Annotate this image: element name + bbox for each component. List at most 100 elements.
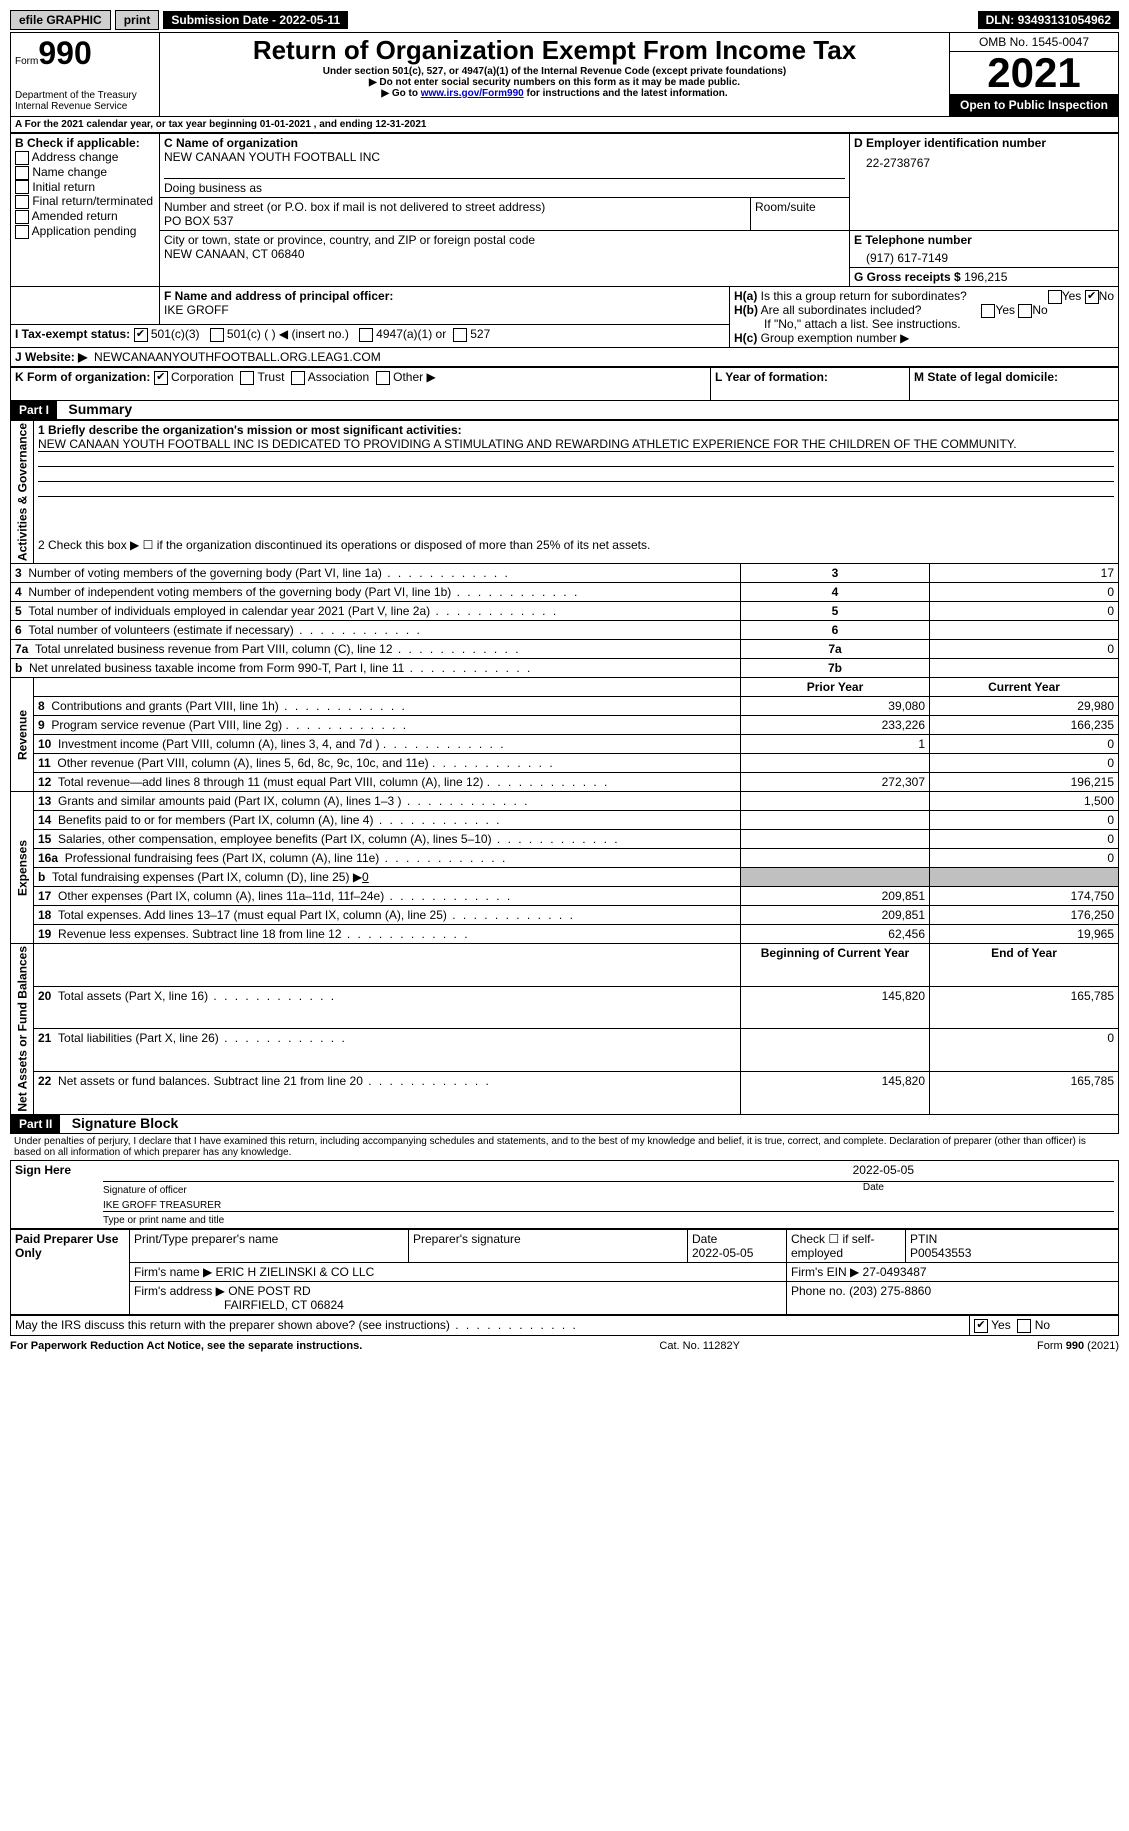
sig-date: 2022-05-05 bbox=[103, 1163, 1114, 1182]
firm-phone: (203) 275-8860 bbox=[849, 1284, 931, 1298]
i-501c-checkbox[interactable] bbox=[210, 328, 224, 342]
form-header: Form990 Department of the Treasury Inter… bbox=[10, 32, 1119, 117]
b-opt-checkbox[interactable] bbox=[15, 166, 29, 180]
q1-label: 1 Briefly describe the organization's mi… bbox=[38, 423, 462, 437]
room-label: Room/suite bbox=[751, 198, 850, 231]
discuss-no-checkbox[interactable] bbox=[1017, 1319, 1031, 1333]
part1-table: Activities & Governance 1 Briefly descri… bbox=[10, 420, 1119, 1115]
b-label: B Check if applicable: bbox=[15, 136, 140, 150]
part2-title: Signature Block bbox=[64, 1115, 179, 1131]
hb-label: H(b) Are all subordinates included? Yes … bbox=[734, 303, 1114, 317]
dln: DLN: 93493131054962 bbox=[978, 11, 1119, 29]
date-label: Date bbox=[863, 1182, 1114, 1193]
org-name: NEW CANAAN YOUTH FOOTBALL INC bbox=[164, 150, 380, 164]
hc-label: H(c) Group exemption number ▶ bbox=[734, 331, 1114, 345]
part2-header: Part II bbox=[11, 1115, 60, 1133]
b-opt-checkbox[interactable] bbox=[15, 210, 29, 224]
irs-link[interactable]: www.irs.gov/Form990 bbox=[421, 88, 524, 99]
prep-name-label: Print/Type preparer's name bbox=[134, 1232, 278, 1246]
hb-yes-checkbox[interactable] bbox=[981, 304, 995, 318]
k-trust-checkbox[interactable] bbox=[240, 371, 254, 385]
i-501c3-checkbox[interactable] bbox=[134, 328, 148, 342]
efile-button[interactable]: efile GRAPHIC bbox=[10, 10, 111, 30]
officer-name: IKE GROFF bbox=[164, 303, 229, 317]
street-address: PO BOX 537 bbox=[164, 214, 233, 228]
type-name-label: Type or print name and title bbox=[103, 1215, 224, 1226]
note-ssn: ▶ Do not enter social security numbers o… bbox=[164, 77, 945, 88]
sign-here: Sign Here bbox=[11, 1160, 100, 1228]
l-label: L Year of formation: bbox=[711, 368, 910, 401]
form-subtitle: Under section 501(c), 527, or 4947(a)(1)… bbox=[164, 66, 945, 77]
preparer-block: Paid Preparer Use Only Print/Type prepar… bbox=[10, 1229, 1119, 1315]
b-opt-checkbox[interactable] bbox=[15, 225, 29, 239]
top-toolbar: efile GRAPHIC print Submission Date - 20… bbox=[10, 10, 1119, 30]
c-label: C Name of organization bbox=[164, 136, 298, 150]
form-ref: Form 990 (2021) bbox=[1037, 1340, 1119, 1352]
ha-yes-checkbox[interactable] bbox=[1048, 290, 1062, 304]
signature-block: Sign Here 2022-05-05 Signature of office… bbox=[10, 1160, 1119, 1229]
open-inspection: Open to Public Inspection bbox=[950, 94, 1118, 116]
addr-label: Number and street (or P.O. box if mail i… bbox=[164, 200, 545, 214]
i-4947-checkbox[interactable] bbox=[359, 328, 373, 342]
h-note: If "No," attach a list. See instructions… bbox=[734, 317, 1114, 331]
d-label: D Employer identification number bbox=[854, 136, 1046, 150]
declaration: Under penalties of perjury, I declare th… bbox=[10, 1134, 1119, 1160]
k-assoc-checkbox[interactable] bbox=[291, 371, 305, 385]
g-label: G Gross receipts $ bbox=[854, 270, 964, 284]
city-state-zip: NEW CANAAN, CT 06840 bbox=[164, 247, 305, 261]
cat-no: Cat. No. 11282Y bbox=[659, 1340, 740, 1352]
discuss-label: May the IRS discuss this return with the… bbox=[15, 1318, 450, 1332]
q2: 2 Check this box ▶ ☐ if the organization… bbox=[34, 536, 1119, 563]
m-label: M State of legal domicile: bbox=[910, 368, 1119, 401]
officer-printed: IKE GROFF TREASURER bbox=[103, 1200, 1114, 1212]
b-opt-checkbox[interactable] bbox=[15, 151, 29, 165]
firm-ein: 27-0493487 bbox=[863, 1265, 927, 1279]
discuss-yes-checkbox[interactable] bbox=[974, 1319, 988, 1333]
e-label: E Telephone number bbox=[854, 233, 972, 247]
k-label: K Form of organization: bbox=[15, 370, 150, 384]
tax-year: 2021 bbox=[950, 52, 1118, 94]
form-word: Form bbox=[15, 56, 38, 67]
website: NEWCANAANYOUTHFOOTBALL.ORG.LEAG1.COM bbox=[94, 350, 381, 364]
prep-sig-label: Preparer's signature bbox=[413, 1232, 521, 1246]
mission-text: NEW CANAAN YOUTH FOOTBALL INC IS DEDICAT… bbox=[38, 437, 1114, 452]
klm-block: K Form of organization: Corporation Trus… bbox=[10, 367, 1119, 401]
form-title: Return of Organization Exempt From Incom… bbox=[164, 35, 945, 66]
print-button[interactable]: print bbox=[115, 10, 160, 30]
k-corp-checkbox[interactable] bbox=[154, 371, 168, 385]
firm-name: ERIC H ZIELINSKI & CO LLC bbox=[216, 1265, 375, 1279]
city-label: City or town, state or province, country… bbox=[164, 233, 535, 247]
pra-notice: For Paperwork Reduction Act Notice, see … bbox=[10, 1340, 362, 1352]
b-opt-checkbox[interactable] bbox=[15, 180, 29, 194]
note-goto: ▶ Go to www.irs.gov/Form990 for instruct… bbox=[164, 88, 945, 99]
f-label: F Name and address of principal officer: bbox=[164, 289, 393, 303]
ha-label: H(a) Is this a group return for subordin… bbox=[734, 289, 1114, 303]
phone: (917) 617-7149 bbox=[854, 251, 1114, 265]
gross-receipts: 196,215 bbox=[964, 270, 1007, 284]
irs-label: Internal Revenue Service bbox=[15, 101, 155, 112]
identity-block: B Check if applicable: Address change Na… bbox=[10, 133, 1119, 287]
hb-no-checkbox[interactable] bbox=[1018, 304, 1032, 318]
tax-year-line: A For the 2021 calendar year, or tax yea… bbox=[10, 117, 1119, 133]
self-employed: Check ☐ if self-employed bbox=[787, 1229, 906, 1262]
prep-date: 2022-05-05 bbox=[692, 1246, 753, 1260]
firm-addr2: FAIRFIELD, CT 06824 bbox=[134, 1298, 344, 1312]
sig-officer-label: Signature of officer bbox=[103, 1185, 187, 1196]
page-footer: For Paperwork Reduction Act Notice, see … bbox=[10, 1340, 1119, 1352]
submission-date: Submission Date - 2022-05-11 bbox=[163, 11, 348, 29]
dba-label: Doing business as bbox=[164, 181, 262, 195]
firm-addr1: ONE POST RD bbox=[228, 1284, 310, 1298]
j-label: J Website: ▶ bbox=[15, 350, 87, 364]
b-opt-checkbox[interactable] bbox=[15, 195, 29, 209]
i-label: I Tax-exempt status: bbox=[15, 327, 130, 341]
k-other-checkbox[interactable] bbox=[376, 371, 390, 385]
ha-no-checkbox[interactable] bbox=[1085, 290, 1099, 304]
part1-title: Summary bbox=[60, 401, 132, 417]
part1-header: Part I bbox=[11, 401, 57, 419]
i-527-checkbox[interactable] bbox=[453, 328, 467, 342]
ein: 22-2738767 bbox=[854, 156, 1114, 170]
officer-block: F Name and address of principal officer:… bbox=[10, 287, 1119, 367]
paid-preparer: Paid Preparer Use Only bbox=[11, 1229, 130, 1314]
dept-treasury: Department of the Treasury bbox=[15, 90, 155, 101]
vlabel-gov: Activities & Governance bbox=[11, 421, 34, 564]
